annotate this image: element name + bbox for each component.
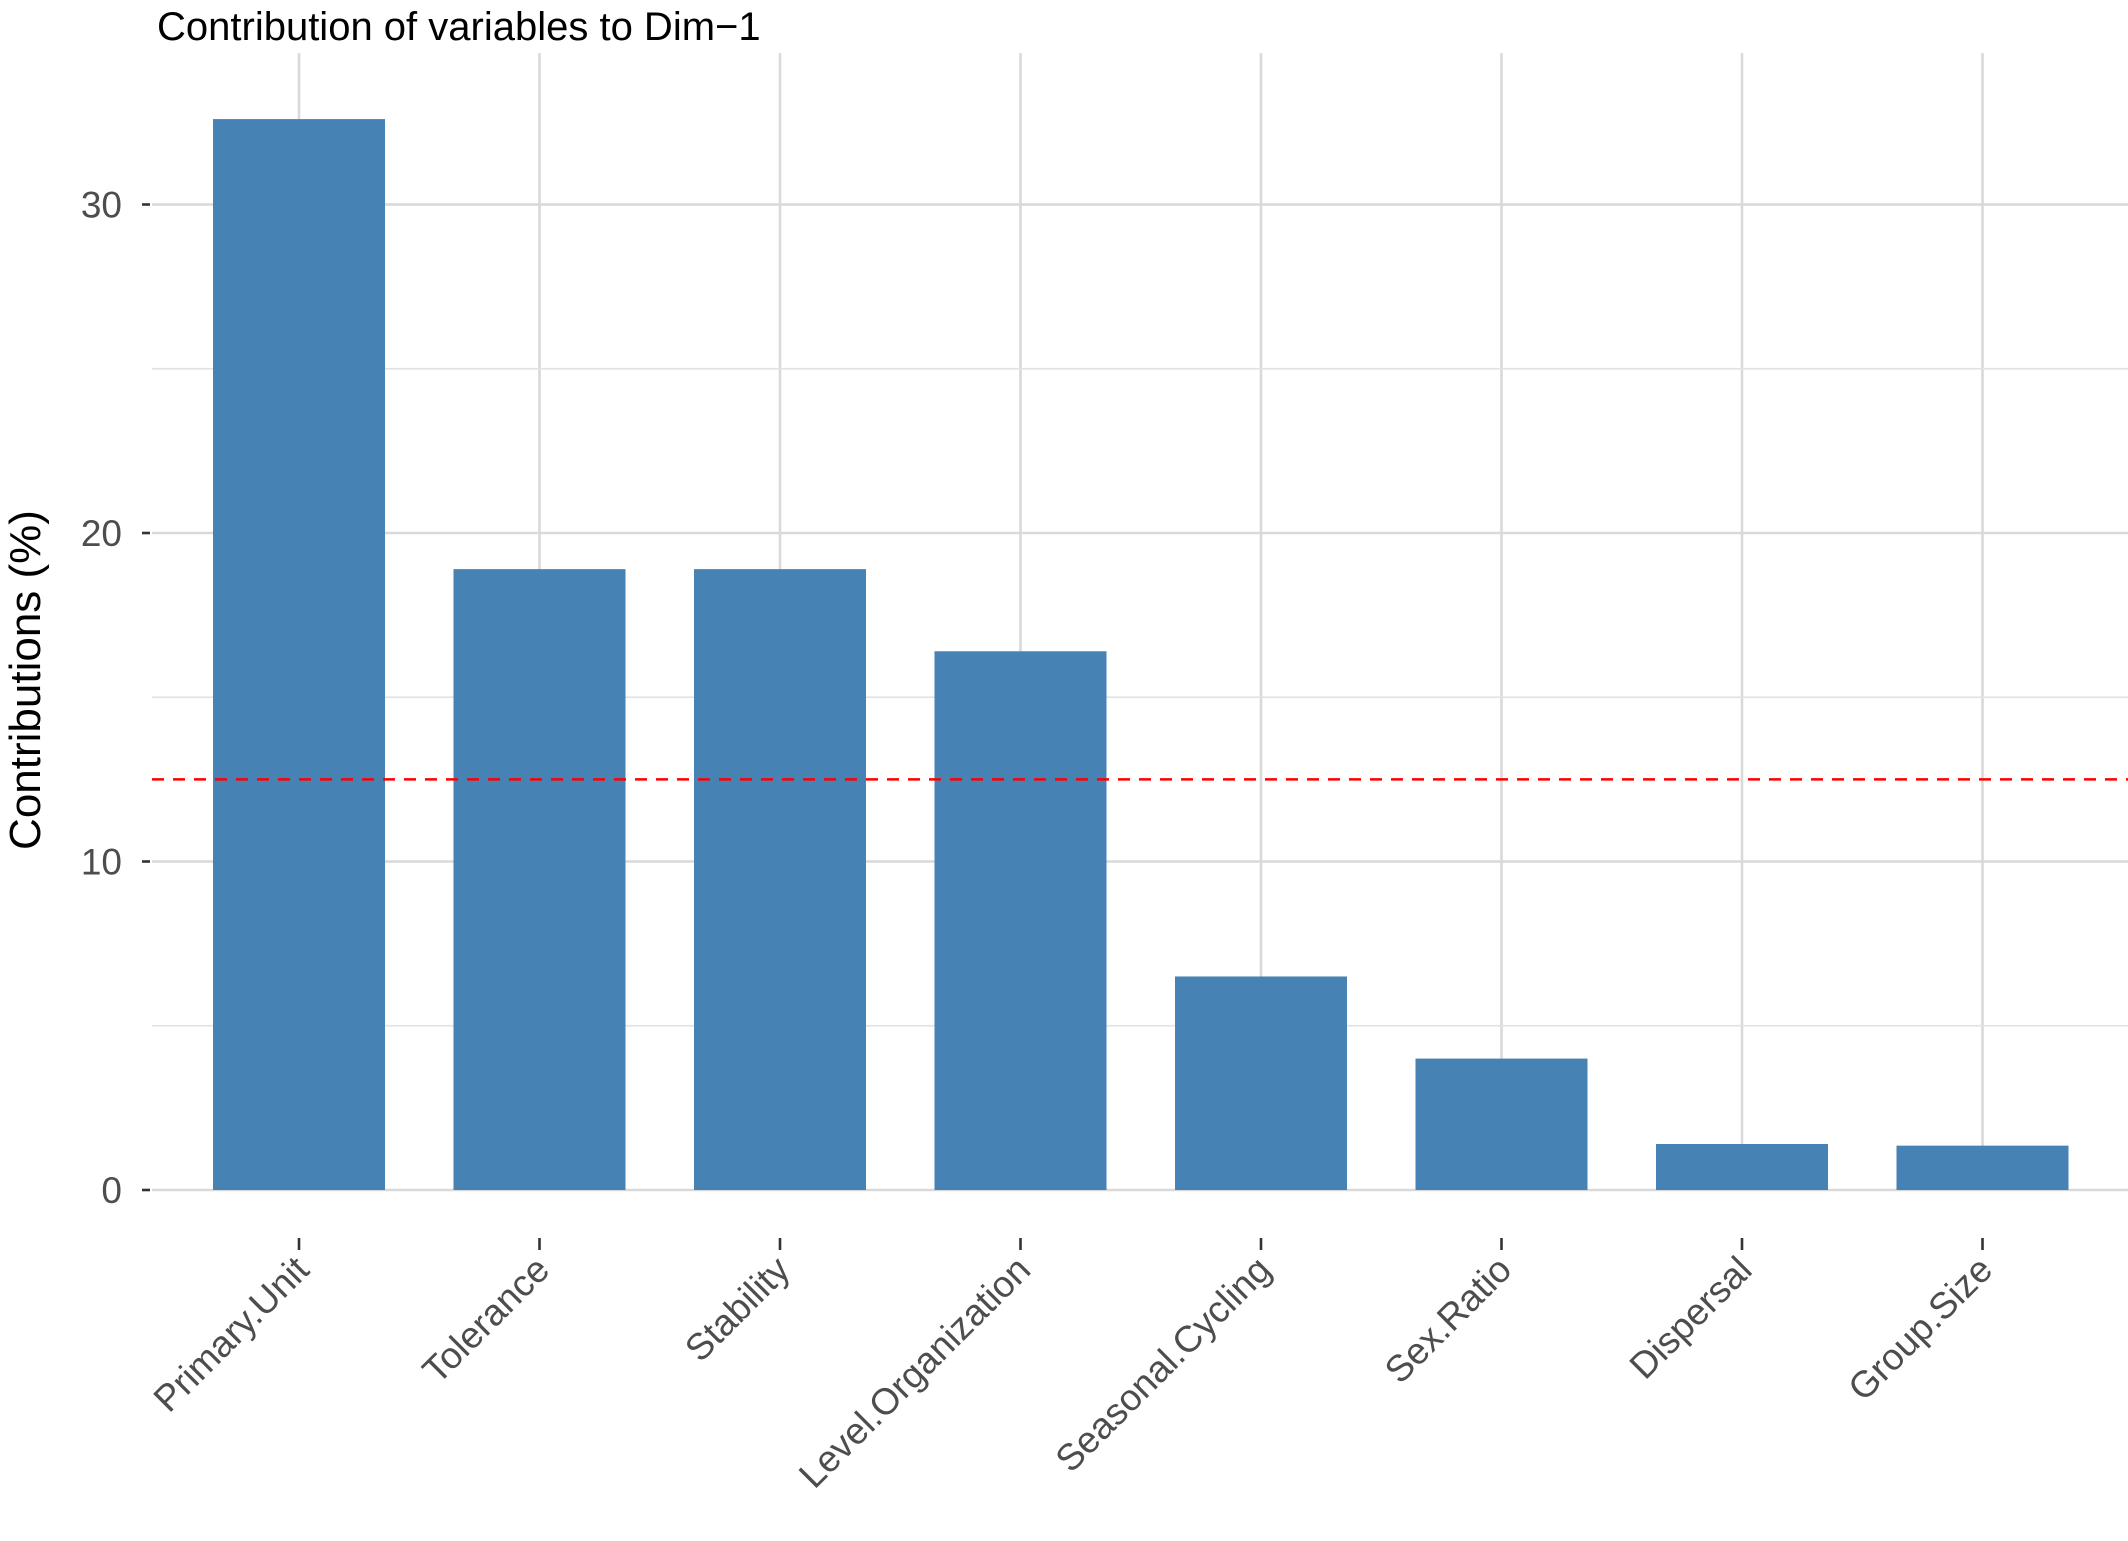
y-tick-label: 10 (81, 842, 122, 883)
x-tick-label: Sex.Ratio (1377, 1249, 1519, 1391)
bar-primary-unit (213, 119, 385, 1191)
bar-group-size (1896, 1145, 2069, 1190)
y-tick-label: 0 (101, 1170, 122, 1211)
bar-sex-ratio (1415, 1058, 1588, 1190)
bar-tolerance (453, 569, 626, 1190)
grid-lines (152, 53, 2128, 1192)
x-axis: Primary.Unit Tolerance StabilityLevel.Orga… (146, 1238, 2000, 1496)
x-tick-label: Group.Size (1840, 1249, 2000, 1409)
x-tick-label: Dispersal (1622, 1249, 1760, 1387)
y-tick-label: 30 (81, 185, 122, 226)
bar-dispersal (1656, 1144, 1828, 1190)
x-tick-label: Tolerance (415, 1249, 557, 1391)
bar-level-organization (934, 651, 1107, 1190)
bar-stability (694, 569, 866, 1190)
x-tick-label: Stability (677, 1248, 798, 1369)
y-axis-label: Contributions (%) (1, 510, 50, 850)
bar-seasonal-cycling (1175, 976, 1347, 1190)
chart-title: Contribution of variables to Dim−1 (157, 5, 761, 49)
y-axis: 0 10 20 30 (81, 185, 150, 1211)
x-tick-label: Level.Organization (791, 1249, 1038, 1496)
bars (213, 119, 2069, 1191)
x-tick-label: Primary.Unit (146, 1248, 317, 1419)
x-tick-label: Seasonal.Cycling (1048, 1249, 1279, 1480)
y-tick-label: 20 (81, 513, 122, 554)
